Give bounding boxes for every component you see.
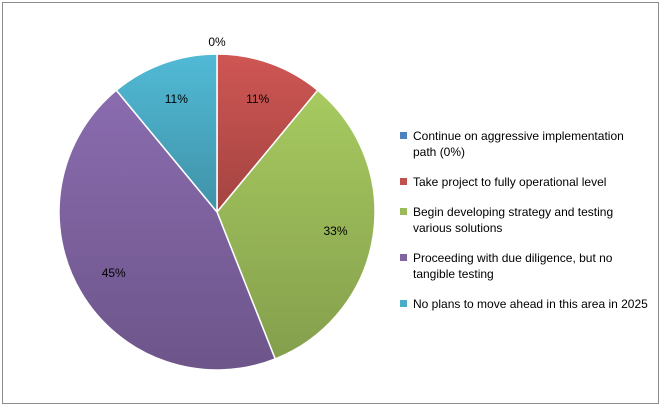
legend-swatch (400, 254, 407, 261)
legend: Continue on aggressive implementation pa… (400, 128, 650, 326)
legend-item-3: Proceeding with due diligence, but no ta… (400, 250, 650, 282)
pie-slice-2 (216, 89, 376, 360)
slice-label-2: 33% (324, 224, 348, 238)
legend-label: Take project to fully operational level (413, 175, 607, 189)
legend-item-2: Begin developing strategy and testing va… (400, 204, 650, 236)
pie-slice-1 (216, 53, 319, 215)
legend-label: Begin developing strategy and testing va… (413, 205, 614, 235)
legend-item-4: No plans to move ahead in this area in 2… (400, 296, 650, 312)
slice-label-4: 11% (165, 92, 188, 106)
legend-item-0: Continue on aggressive implementation pa… (400, 128, 650, 160)
legend-swatch (400, 178, 407, 185)
slice-label-3: 45% (102, 266, 126, 280)
legend-label: Proceeding with due diligence, but no ta… (413, 251, 613, 281)
pie-slices (58, 53, 376, 371)
pie-slice-3 (58, 89, 277, 371)
pie-slice-4 (115, 53, 218, 215)
legend-swatch (400, 132, 407, 139)
legend-item-1: Take project to fully operational level (400, 174, 650, 190)
legend-swatch (400, 300, 407, 307)
legend-label: No plans to move ahead in this area in 2… (413, 297, 648, 311)
slice-label-1: 11% (246, 92, 269, 106)
legend-swatch (400, 208, 407, 215)
legend-label: Continue on aggressive implementation pa… (413, 129, 624, 159)
slice-label-0: 0% (208, 35, 226, 49)
pie-labels: 0% 11% 33% 45% 11% (102, 35, 348, 280)
